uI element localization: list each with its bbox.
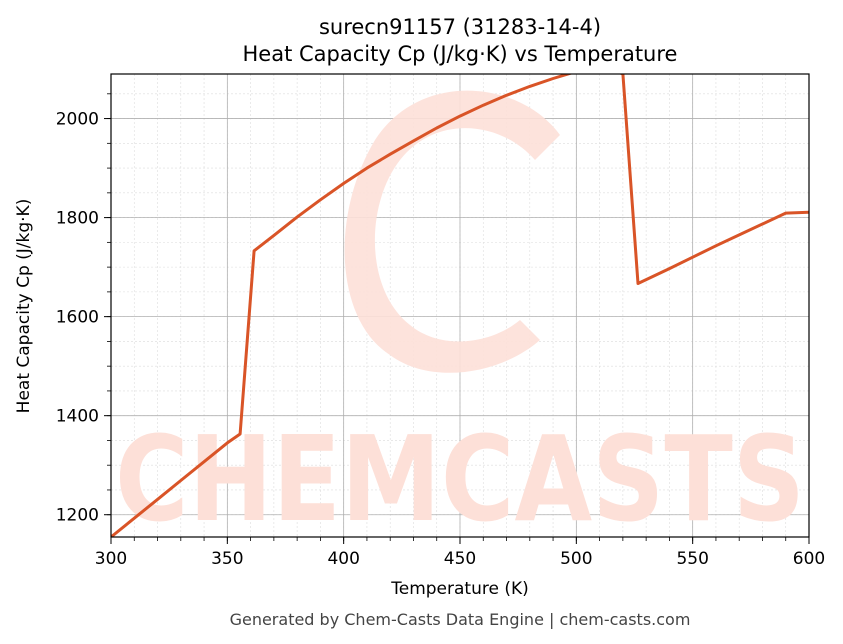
chart-title-line1: surecn91157 (31283-14-4) [319,15,601,39]
x-axis: 300 350 400 450 500 550 600 [95,537,825,569]
watermark-text: CHEMCASTS [115,410,805,548]
x-tick-label: 500 [560,549,592,569]
y-tick-label: 1800 [56,209,99,229]
major-grid [110,74,810,537]
x-tick-label: 550 [676,549,708,569]
series-line-cp [111,74,809,537]
x-tick-label: 600 [793,549,825,569]
x-tick-label: 300 [95,549,127,569]
watermark-c-logo [344,90,560,373]
y-tick-label: 2000 [56,110,99,130]
x-tick-label: 400 [327,549,359,569]
chart-title-line2: Heat Capacity Cp (J/kg·K) vs Temperature [243,42,678,66]
footer-credit: Generated by Chem-Casts Data Engine | ch… [230,610,691,629]
x-tick-label: 450 [444,549,476,569]
y-tick-label: 1400 [56,407,99,427]
chemcasts-watermark: CHEMCASTS [115,90,805,548]
y-axis: 1200 1400 1600 1800 2000 [56,93,111,526]
y-tick-label: 1200 [56,506,99,526]
y-tick-label: 1600 [56,308,99,328]
x-tick-label: 350 [211,549,243,569]
y-axis-label: Heat Capacity Cp (J/kg·K) [14,199,34,414]
x-axis-label: Temperature (K) [390,579,529,599]
